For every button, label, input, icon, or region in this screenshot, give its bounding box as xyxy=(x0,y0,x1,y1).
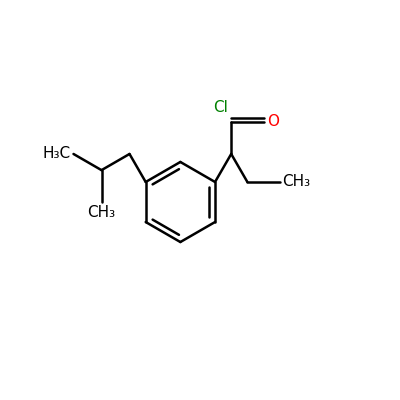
Text: Cl: Cl xyxy=(213,100,228,116)
Text: CH₃: CH₃ xyxy=(282,174,310,190)
Text: CH₃: CH₃ xyxy=(88,205,116,220)
Text: O: O xyxy=(267,114,279,129)
Text: H₃C: H₃C xyxy=(43,146,71,162)
